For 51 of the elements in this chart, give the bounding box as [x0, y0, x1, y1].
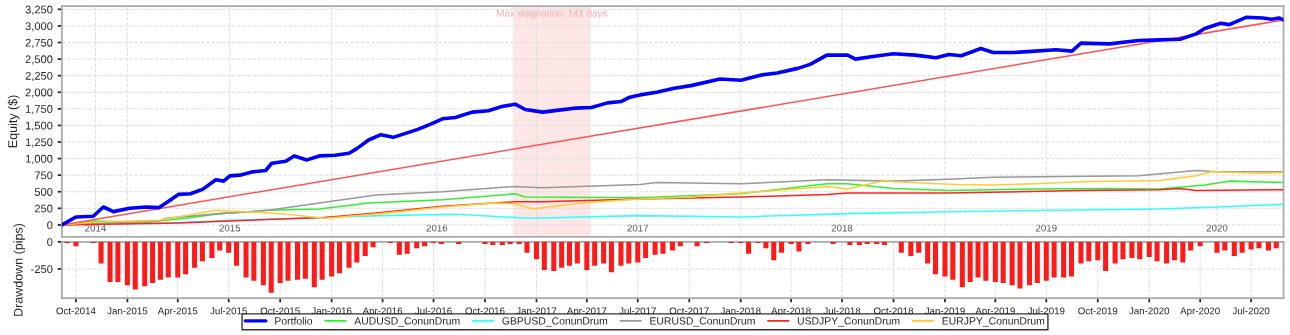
- y-tick-label: 2,500: [25, 55, 53, 65]
- x-tick-label: Jul-2018: [823, 307, 861, 315]
- y-tick-label: 500: [34, 188, 53, 196]
- legend-label: AUDUSD_ConunDrum: [354, 317, 460, 327]
- x-tick-label: 2017: [627, 224, 649, 232]
- x-tick-label: Apr-2020: [1180, 307, 1220, 317]
- y-tick-label: 250: [34, 204, 53, 213]
- y-tick-label: 2,750: [25, 38, 53, 48]
- x-tick-label: Jan-2016: [311, 307, 352, 315]
- y-axis-title: Equity ($): [7, 95, 20, 148]
- x-tick-label: Jul-2019: [1027, 307, 1065, 315]
- x-tick-label: Oct-2015: [260, 307, 300, 315]
- x-tick-label: 2016: [426, 224, 448, 232]
- legend-label: GBPUSD_ConunDrum: [502, 317, 608, 327]
- x-tick-label: Oct-2014: [56, 307, 96, 315]
- y-tick-label: 0: [47, 221, 53, 230]
- y-tick-label: 2,250: [25, 71, 53, 82]
- x-tick-label: Jul-2016: [415, 307, 452, 315]
- x-tick-label: Apr-2015: [157, 307, 198, 317]
- legend-label: USDJPY_ConunDrum: [797, 317, 900, 327]
- x-tick-label: Jan-2018: [720, 307, 761, 315]
- x-tick-label: Jul-2020: [1232, 307, 1270, 315]
- x-tick-label: 2019: [1035, 224, 1057, 232]
- x-tick-label: 2015: [219, 224, 241, 232]
- y-tick-label: -250: [31, 265, 53, 274]
- y-tick-label: 3,000: [25, 22, 53, 32]
- legend-label: EURJPY_ConunDrum: [942, 317, 1045, 327]
- x-tick-label: Jan-2017: [516, 307, 557, 315]
- x-tick-label: Oct-2016: [465, 307, 505, 315]
- legend-label: EURUSD_ConunDrum: [650, 317, 755, 327]
- y-tick-label: 3,250: [25, 5, 53, 15]
- y-axis-title: Drawdown (pips): [13, 223, 26, 316]
- x-tick-label: Jan-2015: [107, 307, 148, 315]
- y-tick-label: 1,000: [25, 154, 53, 165]
- y-tick-label: 1,250: [25, 138, 53, 148]
- x-tick-label: 2018: [831, 224, 853, 232]
- legend-label: Portfolio: [275, 316, 313, 325]
- x-tick-label: Oct-2019: [1078, 307, 1118, 315]
- y-tick-label: 1,750: [25, 105, 53, 115]
- x-tick-label: 2014: [85, 224, 107, 232]
- x-tick-label: Jan-2019: [924, 307, 965, 315]
- x-tick-label: 2020: [1206, 224, 1228, 232]
- y-tick-label: 1,500: [25, 121, 53, 131]
- x-tick-label: Jul-2015: [210, 307, 247, 315]
- x-tick-label: Jul-2017: [619, 307, 656, 315]
- x-tick-label: Jan-2020: [1129, 307, 1170, 315]
- y-tick-label: 750: [34, 171, 53, 180]
- y-tick-label: 0: [47, 238, 53, 247]
- x-tick-label: Oct-2017: [669, 307, 709, 315]
- x-tick-label: Oct-2018: [873, 307, 914, 315]
- y-tick-label: 2,000: [25, 88, 53, 98]
